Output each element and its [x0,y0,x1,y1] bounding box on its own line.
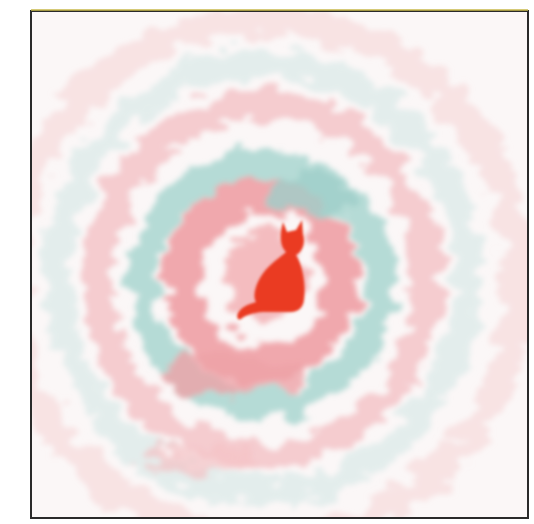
page [0,0,534,524]
figure [0,0,534,524]
band [270,173,350,217]
band [160,355,300,395]
band [140,446,260,474]
